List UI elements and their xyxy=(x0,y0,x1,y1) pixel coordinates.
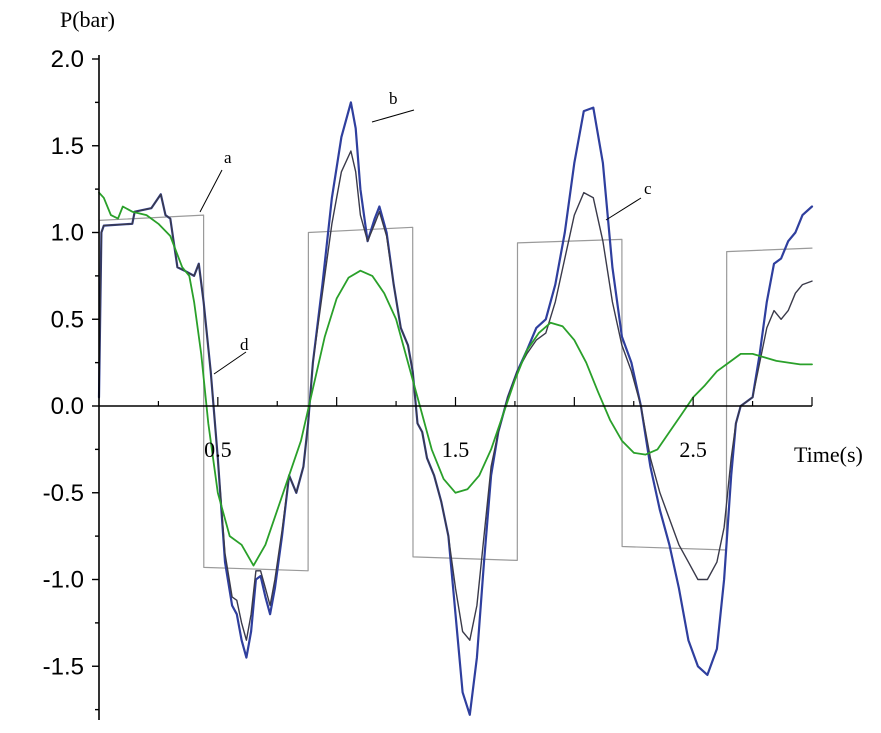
y-tick-label: -0.5 xyxy=(43,480,84,507)
leader-line-c xyxy=(605,197,642,221)
y-tick-label: -1.5 xyxy=(43,653,84,680)
series-line-a xyxy=(98,214,813,572)
y-tick-label: 1.0 xyxy=(51,220,84,247)
leader-line-d xyxy=(213,351,247,375)
leader-line-b xyxy=(371,109,415,123)
x-axis-title: Time(s) xyxy=(794,442,863,467)
series-layer xyxy=(97,101,814,716)
y-axis-title: P(bar) xyxy=(60,7,115,32)
y-axis-ticks: 2.0 1.5 1.0 0.5 0.0 -0.5 -1.0 -1.5 xyxy=(43,46,99,711)
y-tick-label: 2.0 xyxy=(51,46,84,73)
curve-label-d: d xyxy=(240,335,249,354)
x-tick-label: 0.5 xyxy=(204,437,232,462)
x-tick-label: 1.5 xyxy=(442,437,470,462)
axes-layer: 2.0 1.5 1.0 0.5 0.0 -0.5 -1.0 -1.5 0.5 1.5 2.5 xyxy=(43,46,813,720)
x-tick-label: 2.5 xyxy=(679,437,707,462)
curve-label-a: a xyxy=(224,148,232,167)
y-tick-label: 0.5 xyxy=(51,306,84,333)
series-line-c xyxy=(98,150,813,641)
y-tick-label: 0.0 xyxy=(51,393,84,420)
y-tick-label: -1.0 xyxy=(43,567,84,594)
y-tick-label: 1.5 xyxy=(51,133,84,160)
x-axis-ticks: 0.5 1.5 2.5 xyxy=(157,397,813,462)
leader-line-a xyxy=(199,169,223,213)
series-line-d xyxy=(98,191,813,567)
curve-leader-lines xyxy=(199,109,642,375)
curve-label-c: c xyxy=(644,179,652,198)
curve-label-b: b xyxy=(389,89,398,108)
